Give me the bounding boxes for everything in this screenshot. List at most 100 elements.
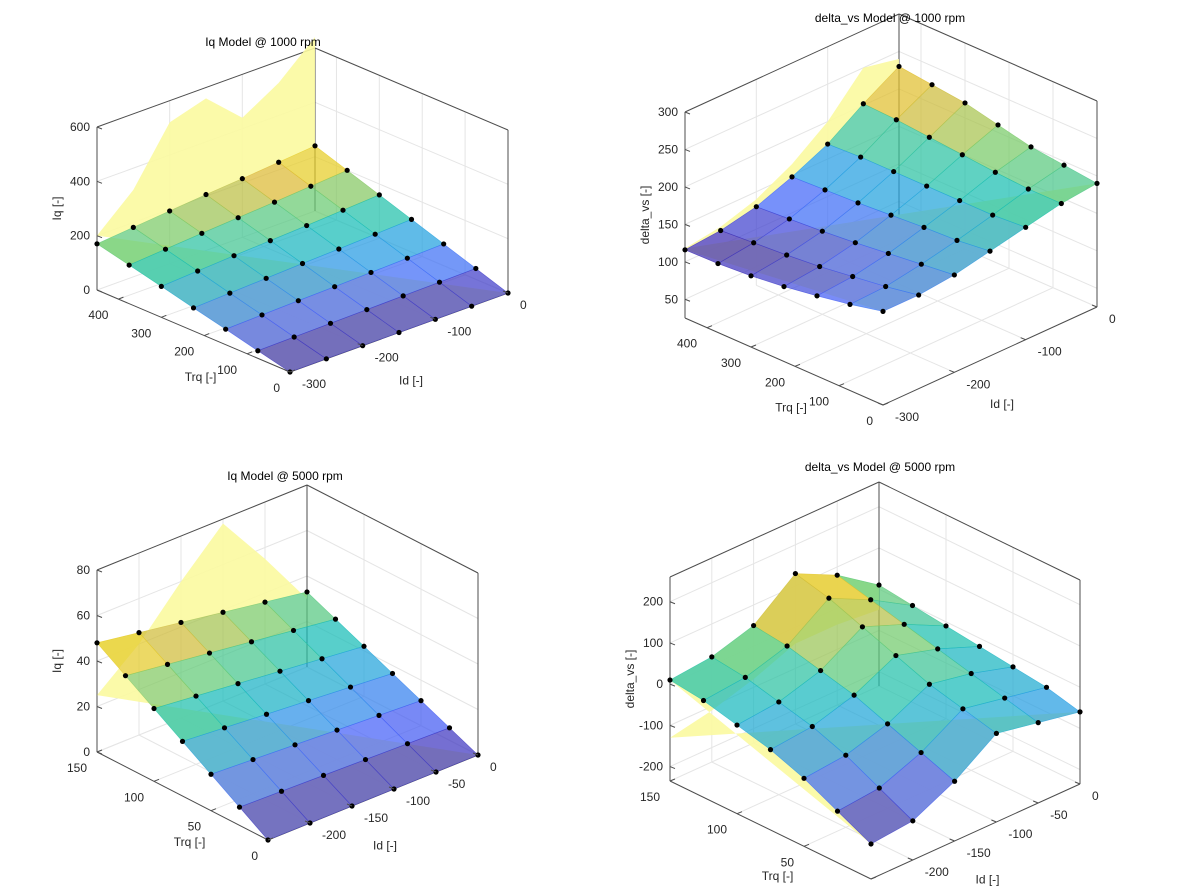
data-point <box>278 788 285 794</box>
y-tick-label: -300 <box>302 377 326 391</box>
y-tick-label: -50 <box>1050 808 1068 822</box>
grid-line <box>306 530 479 619</box>
data-point <box>206 650 213 656</box>
y-tick-label: -100 <box>1038 345 1062 359</box>
data-point <box>1035 720 1041 726</box>
chart-panel-1: 0 200 400 600 0 100 200 300 400 -300 -200 -100 0 Trq … <box>50 35 527 395</box>
grid-line <box>669 547 880 644</box>
z-tick-mark <box>669 683 676 687</box>
data-point <box>364 306 370 313</box>
data-point <box>918 261 924 267</box>
data-point <box>784 252 790 258</box>
data-point <box>164 661 171 667</box>
grid-line <box>669 506 880 603</box>
chart-title: Iq Model @ 5000 rpm <box>227 469 343 483</box>
grid-line <box>898 50 1098 139</box>
z-tick-mark <box>684 298 691 302</box>
grid-line <box>306 575 479 665</box>
data-point <box>786 216 792 222</box>
data-point <box>334 727 340 733</box>
data-point <box>255 348 261 354</box>
data-point <box>162 246 169 252</box>
chart-title: delta_vs Model @ 1000 rpm <box>815 11 965 25</box>
data-point <box>332 616 339 622</box>
chart-panel-3: 0 20 40 60 80 0 50 100 150 -200 -150 -100 -50 0 Trq [-… <box>50 469 497 863</box>
data-point <box>295 298 301 304</box>
z-tick-mark <box>96 615 103 618</box>
x-axis-label: Trq [-] <box>775 401 807 415</box>
y-tick-label: -150 <box>364 811 388 825</box>
data-point <box>193 693 199 699</box>
data-point <box>995 122 1001 128</box>
data-point <box>94 241 100 247</box>
data-point <box>891 168 897 175</box>
x-tick-mark <box>750 344 757 348</box>
data-point <box>344 167 350 173</box>
data-point <box>801 775 807 781</box>
z-tick-mark <box>684 111 691 115</box>
data-point <box>136 630 142 636</box>
data-point <box>860 101 866 107</box>
grid-line <box>794 267 1010 367</box>
data-point <box>868 841 874 847</box>
chart-title: Iq Model @ 1000 rpm <box>205 35 321 49</box>
x-tick-mark <box>153 778 160 782</box>
axis-box-edge <box>898 13 1098 102</box>
y-tick-label: -200 <box>925 865 949 879</box>
axis-box-edge <box>882 306 1098 406</box>
data-point <box>809 723 815 730</box>
axis-box-edge <box>96 289 291 373</box>
z-tick-mark <box>669 766 676 770</box>
data-point <box>753 204 759 210</box>
x-tick-mark <box>246 351 253 355</box>
z-tick-mark <box>96 289 103 293</box>
data-point <box>855 200 861 206</box>
y-tick-mark <box>346 803 353 807</box>
x-tick-mark <box>669 778 676 782</box>
x-tick-mark <box>267 837 274 841</box>
data-point <box>319 656 325 662</box>
data-point <box>850 273 856 280</box>
y-tick-mark <box>388 786 395 790</box>
data-point <box>952 778 958 784</box>
data-point <box>718 227 724 234</box>
chart-panel-2: 50 100 150 200 250 300 0 100 200 300 400 -300 -200 -1… <box>638 11 1116 428</box>
data-point <box>776 699 782 705</box>
z-axis-label: Iq [-] <box>50 649 64 673</box>
z-tick-label: 60 <box>77 609 91 623</box>
axis-box-edge <box>96 47 316 128</box>
data-point <box>909 602 916 609</box>
z-tick-mark <box>669 642 676 646</box>
z-tick-label: 200 <box>658 180 678 194</box>
data-point <box>372 231 378 237</box>
data-point <box>126 262 132 268</box>
data-point <box>267 238 273 244</box>
x-tick-label: 150 <box>67 761 87 775</box>
data-point <box>817 263 823 270</box>
y-tick-label: 0 <box>490 760 497 774</box>
grid-line <box>838 287 1054 387</box>
x-tick-label: 100 <box>124 790 144 804</box>
data-point <box>122 673 129 679</box>
axis-box-edge <box>314 47 509 131</box>
z-tick-label: 300 <box>658 105 678 119</box>
data-point <box>361 643 367 649</box>
data-point <box>951 272 957 278</box>
z-axis-label: Iq [-] <box>50 196 64 220</box>
y-tick-mark <box>472 752 479 756</box>
y-tick-label: -100 <box>406 794 430 808</box>
axis-box-edge <box>669 780 872 880</box>
data-point <box>921 224 927 230</box>
data-point <box>94 640 100 646</box>
data-point <box>993 730 1000 736</box>
x-tick-label: 400 <box>88 308 108 322</box>
x-tick-label: 200 <box>174 345 194 359</box>
data-point <box>858 154 864 160</box>
y-tick-label: 0 <box>1109 312 1116 326</box>
z-tick-mark <box>96 706 103 709</box>
data-point <box>362 756 369 763</box>
data-point <box>271 199 278 205</box>
z-tick-mark <box>96 660 103 664</box>
y-tick-mark <box>1033 800 1039 804</box>
axis-box-edge <box>870 783 1081 880</box>
